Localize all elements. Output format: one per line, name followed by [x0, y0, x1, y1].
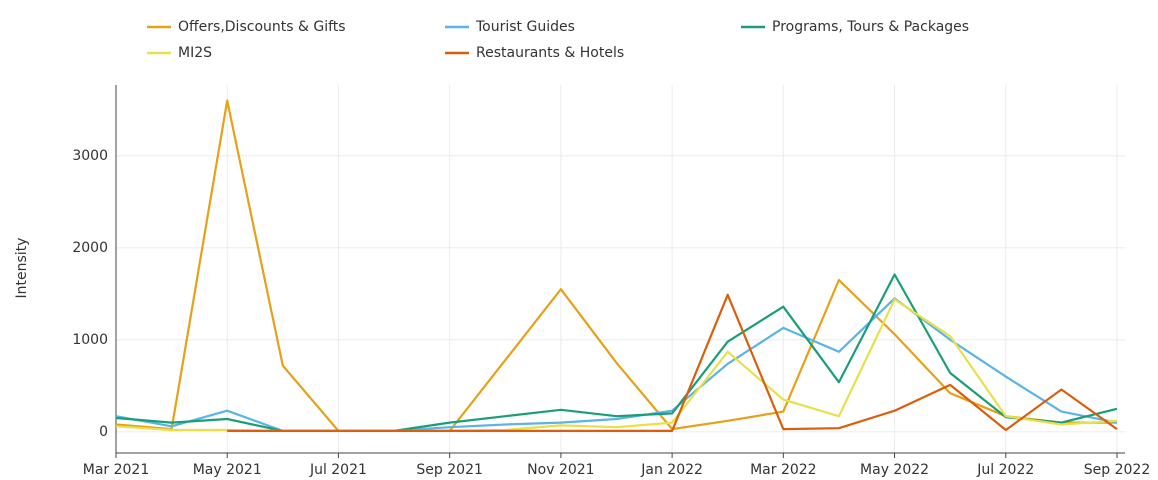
- legend-label: Programs, Tours & Packages: [772, 19, 969, 35]
- series-line: [115, 297, 1118, 432]
- x-tick-label: Sep 2021: [416, 462, 482, 478]
- legend-label: MI2S: [178, 45, 212, 61]
- series-line: [115, 298, 1118, 432]
- series-line: [115, 99, 1117, 432]
- y-tick-label: 2000: [72, 240, 108, 256]
- x-tick-label: Jul 2021: [309, 462, 367, 478]
- legend-label: Tourist Guides: [475, 19, 575, 35]
- x-tick-label: Sep 2022: [1084, 462, 1150, 478]
- x-tick-label: Jul 2022: [976, 462, 1034, 478]
- x-tick-label: Jan 2022: [640, 462, 703, 478]
- y-axis-label: Intensity: [14, 238, 30, 299]
- x-tick-label: Mar 2022: [750, 462, 817, 478]
- legend-label: Offers,Discounts & Gifts: [178, 19, 346, 35]
- series-line: [227, 293, 1118, 432]
- series-line: [115, 273, 1118, 432]
- y-tick-label: 0: [99, 424, 108, 440]
- x-tick-label: May 2022: [860, 462, 929, 478]
- legend-label: Restaurants & Hotels: [476, 45, 624, 61]
- y-tick-label: 3000: [72, 148, 108, 164]
- x-tick-label: Nov 2021: [527, 462, 594, 478]
- y-tick-label: 1000: [72, 332, 108, 348]
- x-tick-label: May 2021: [193, 462, 262, 478]
- x-tick-label: Mar 2021: [83, 462, 150, 478]
